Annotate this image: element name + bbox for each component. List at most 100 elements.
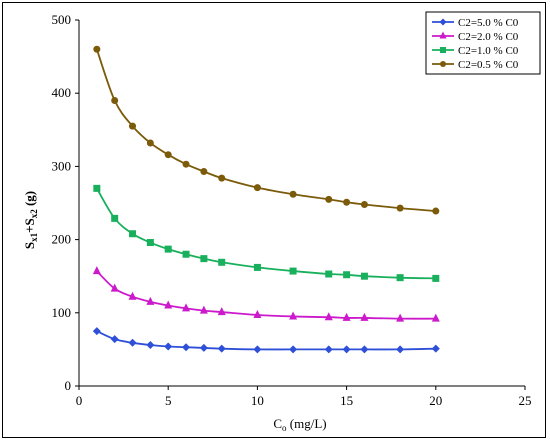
data-point-triangle (182, 303, 191, 312)
data-point-diamond (431, 344, 440, 353)
data-point-diamond (217, 344, 226, 353)
y-axis-label: Sx1+Sx2 (g) (22, 191, 39, 249)
data-point-triangle (439, 31, 447, 39)
data-point-circle (164, 151, 172, 159)
data-point-square (218, 258, 226, 266)
data-point-diamond (360, 345, 369, 354)
data-point-circle (343, 198, 351, 206)
data-point-triangle (360, 312, 369, 321)
data-point-circle (218, 174, 226, 182)
series-line (95, 48, 436, 212)
data-point-square (164, 245, 172, 253)
data-point-triangle (217, 307, 226, 316)
y-tick-label: 200 (52, 232, 72, 247)
data-point-triangle (110, 283, 119, 292)
data-point-diamond (164, 342, 173, 351)
data-point-circle (93, 45, 101, 53)
series-diamond (92, 327, 440, 354)
data-point-square (111, 214, 119, 222)
data-point-circle (289, 190, 297, 198)
legend-item: C2=5.0 % C0 (432, 17, 519, 29)
data-point-square (182, 250, 190, 258)
data-point-square (289, 267, 297, 275)
data-point-diamond (146, 341, 155, 350)
data-point-diamond (128, 338, 137, 347)
x-tick-label: 25 (519, 393, 532, 408)
y-tick-label: 100 (52, 305, 72, 320)
x-axis-label: Co (mg/L) (273, 416, 326, 433)
data-point-square (360, 272, 368, 280)
y-axis-label-subscript-1: x1 (29, 232, 39, 242)
data-point-circle (440, 61, 446, 67)
data-point-square (253, 263, 261, 271)
data-point-diamond (396, 345, 405, 354)
y-axis-label-subscript-2: x2 (29, 209, 39, 219)
data-point-triangle (324, 312, 333, 321)
data-point-diamond (199, 343, 208, 352)
data-point-square (93, 184, 101, 192)
series-line (96, 330, 436, 351)
data-point-diamond (342, 345, 351, 354)
y-tick-label: 400 (52, 85, 72, 100)
data-point-diamond (324, 345, 333, 354)
y-tick-label: 0 (65, 378, 72, 393)
legend: C2=5.0 % C0 C2=2.0 % C0 C2=1.0 % C0 C2=0.5 … (425, 11, 541, 75)
data-point-circle (325, 195, 333, 203)
data-point-diamond (182, 343, 191, 352)
data-point-triangle (199, 305, 208, 314)
data-point-square (129, 230, 137, 238)
data-point-triangle (128, 291, 137, 300)
data-point-diamond (289, 345, 298, 354)
data-point-triangle (342, 312, 351, 321)
data-point-square (200, 255, 208, 263)
series-triangle (92, 266, 440, 322)
legend-item: C2=0.5 % C0 (432, 59, 519, 71)
data-point-diamond (110, 335, 119, 344)
data-point-diamond (92, 327, 101, 336)
x-tick-label: 0 (76, 393, 83, 408)
legend-label: C2=5.0 % C0 (458, 17, 519, 29)
data-point-triangle (146, 296, 155, 305)
data-point-circle (111, 97, 119, 105)
series-square (93, 184, 440, 282)
data-point-square (396, 274, 404, 282)
x-tick-label: 10 (251, 393, 264, 408)
data-point-triangle (396, 313, 405, 322)
legend-item: C2=2.0 % C0 (432, 31, 519, 43)
x-tick-label: 5 (165, 393, 172, 408)
data-point-triangle (431, 313, 440, 322)
legend-item: C2=1.0 % C0 (432, 45, 519, 57)
chart-frame (2, 2, 546, 438)
data-point-triangle (164, 300, 173, 309)
series-layer (92, 45, 440, 354)
legend-label: C2=0.5 % C0 (458, 59, 519, 71)
data-point-square (432, 274, 440, 282)
data-point-square (325, 270, 333, 278)
data-point-triangle (289, 311, 298, 320)
series-line (96, 187, 436, 280)
y-tick-label: 500 (52, 12, 72, 27)
data-point-square (343, 271, 351, 279)
axes: 0 100 200 300 400 500 0 5 10 15 20 25 (52, 12, 532, 408)
data-point-circle (146, 139, 154, 147)
series-circle (93, 45, 440, 215)
x-tick-label: 15 (340, 393, 353, 408)
data-point-circle (182, 160, 190, 168)
data-point-circle (253, 184, 261, 192)
data-point-circle (360, 200, 368, 208)
data-point-circle (129, 122, 137, 130)
data-point-diamond (439, 18, 447, 26)
data-point-circle (396, 204, 404, 212)
legend-label: C2=1.0 % C0 (458, 45, 519, 57)
data-point-diamond (253, 345, 262, 354)
x-axis-label-subscript: o (282, 423, 287, 433)
data-point-triangle (92, 266, 101, 275)
legend-label: C2=2.0 % C0 (458, 31, 519, 43)
data-point-circle (432, 207, 440, 215)
data-point-circle (200, 168, 208, 176)
data-point-square (146, 239, 154, 247)
y-tick-label: 300 (52, 158, 72, 173)
data-point-triangle (253, 309, 262, 318)
series-line (96, 270, 436, 320)
